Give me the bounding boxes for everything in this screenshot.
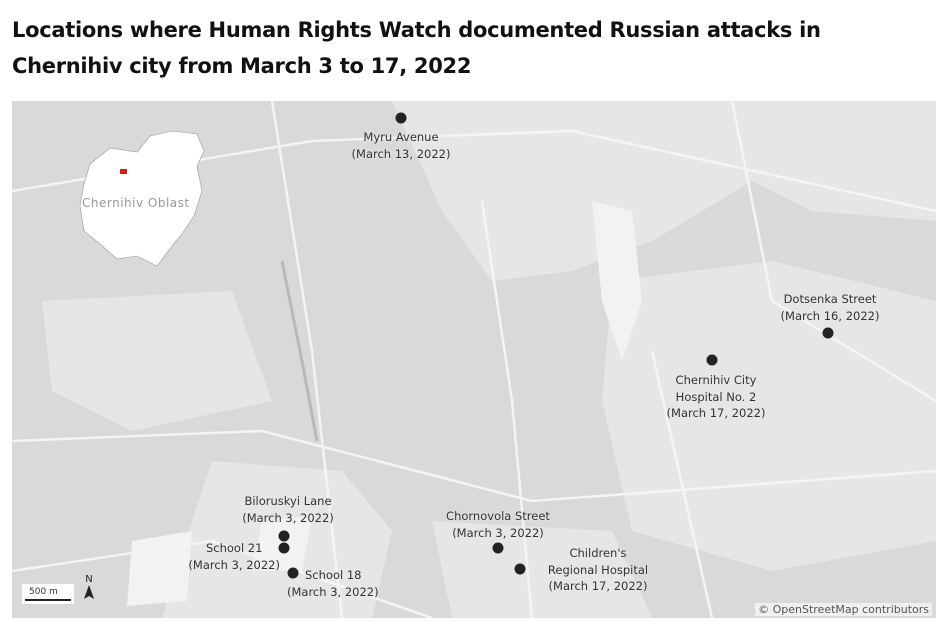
marker-chornovola-street[interactable]	[492, 542, 504, 554]
marker-name: Children's	[569, 546, 627, 560]
marker-name: Regional Hospital	[547, 562, 649, 577]
basemap	[12, 101, 936, 618]
marker-name: Hospital No. 2	[675, 389, 757, 404]
marker-name: Dotsenka Street	[783, 292, 877, 306]
north-label: N	[85, 574, 93, 585]
marker-myru-avenue[interactable]	[395, 112, 407, 124]
city-highlight	[120, 169, 127, 174]
north-arrow-icon: N	[82, 574, 96, 602]
map-title: Locations where Human Rights Watch docum…	[12, 18, 821, 78]
marker-date: (March 16, 2022)	[780, 308, 880, 323]
marker-name: Chornovola Street	[446, 509, 550, 523]
label-myru-avenue: Myru Avenue (March 13, 2022)	[352, 129, 451, 162]
label-biloruskyi-lane: Biloruskyi Lane (March 3, 2022)	[242, 493, 334, 526]
marker-childrens-hospital[interactable]	[514, 563, 526, 575]
marker-biloruskyi-lane[interactable]	[278, 530, 290, 542]
marker-name: School 18	[305, 568, 362, 582]
marker-date: (March 3, 2022)	[287, 584, 379, 599]
marker-date: (March 17, 2022)	[666, 406, 766, 420]
attribution[interactable]: © OpenStreetMap contributors	[755, 603, 932, 616]
label-school-18: School 18 (March 3, 2022)	[287, 567, 379, 600]
marker-name: Chernihiv City	[675, 373, 757, 387]
scale-bar-label: 500 m	[29, 587, 58, 597]
marker-date: (March 3, 2022)	[242, 510, 334, 525]
marker-school-18[interactable]	[287, 567, 299, 579]
marker-name: Biloruskyi Lane	[244, 494, 332, 508]
label-dotsenka-street: Dotsenka Street (March 16, 2022)	[781, 291, 880, 324]
marker-name: Myru Avenue	[363, 130, 439, 144]
label-chornovola-street: Chornovola Street (March 3, 2022)	[446, 508, 550, 541]
marker-dotsenka-street[interactable]	[822, 327, 834, 339]
map[interactable]: Chernihiv Oblast Myru Avenue (March 13, 2…	[12, 101, 936, 618]
inset-label: Chernihiv Oblast	[82, 196, 190, 210]
scale-bar: 500 m	[22, 584, 74, 604]
label-childrens-hospital: Children's Regional Hospital (March 17, 20…	[548, 545, 648, 595]
label-school-21: School 21 (March 3, 2022)	[188, 540, 280, 573]
marker-date: (March 3, 2022)	[188, 557, 280, 572]
marker-date: (March 3, 2022)	[452, 525, 544, 540]
label-city-hospital-2: Chernihiv City Hospital No. 2 (March 17, 2…	[667, 372, 766, 422]
marker-date: (March 17, 2022)	[548, 579, 648, 593]
chernihiv-oblast-shape	[79, 130, 205, 267]
marker-school-21[interactable]	[278, 542, 290, 554]
marker-city-hospital-2[interactable]	[706, 354, 718, 366]
marker-name: School 21	[205, 541, 263, 555]
marker-date: (March 13, 2022)	[351, 146, 451, 161]
